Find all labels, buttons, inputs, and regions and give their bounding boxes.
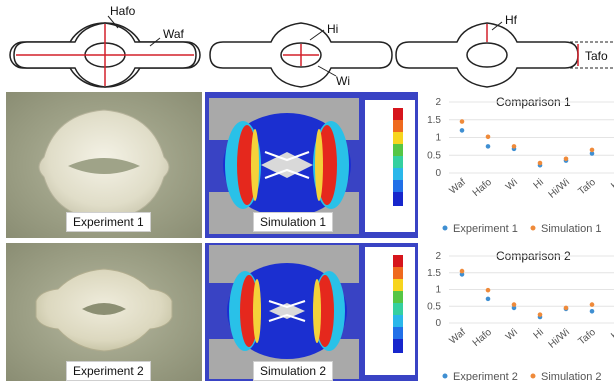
x-tick-label: Hi — [532, 177, 546, 192]
chart-1-points — [459, 119, 595, 168]
y-tick-label: 0.5 — [427, 150, 441, 161]
experiment-point — [485, 144, 491, 149]
label-hi: Hi — [327, 22, 338, 36]
experiment-point — [589, 151, 595, 156]
simulation-point — [485, 134, 491, 140]
x-tick-label: Hi/Wi — [547, 177, 572, 201]
schematic-3: Hf Tafo — [395, 13, 614, 88]
x-tick-label: Wi — [504, 327, 520, 343]
comparison-2-chart: Comparison 2 00.511.52 Waf Hafo Wi Hi Hi/Wi T… — [427, 249, 614, 381]
label-tafo: Tafo — [585, 49, 608, 63]
experiment-point — [589, 308, 595, 314]
chart-2-x-ticks: Waf Hafo Wi Hi Hi/Wi Tafo Hf — [448, 327, 614, 351]
experiment-point — [459, 272, 465, 277]
label-wi: Wi — [336, 74, 350, 88]
legend-experiment-2: Experiment 2 — [453, 371, 518, 381]
chart-2-gridlines — [449, 255, 614, 324]
simulation-point — [589, 147, 595, 153]
simulation-2-caption: Simulation 2 — [253, 361, 334, 381]
y-tick-label: 0 — [435, 318, 441, 329]
x-tick-label: Hi — [532, 327, 546, 342]
x-tick-label: Wi — [504, 177, 520, 193]
simulation-point — [511, 302, 517, 307]
legend-simulation-2: Simulation 2 — [541, 371, 602, 381]
x-tick-label: Hafo — [471, 177, 495, 199]
chart-1-y-ticks: 0 0.5 1 1.5 2 — [427, 97, 441, 179]
x-tick-label: Tafo — [576, 177, 598, 198]
simulation-point — [537, 312, 543, 317]
y-tick-label: 1.5 — [427, 115, 441, 126]
chart-1-x-ticks: Waf Hafo Wi Hi Hi/Wi Tafo Hf — [448, 177, 614, 201]
y-tick-label: 1 — [435, 133, 441, 144]
label-hafo: Hafo — [110, 4, 136, 18]
simulation-point — [563, 305, 569, 311]
schematic-diagrams: Hafo Waf Hi Wi Hf Tafo — [9, 4, 614, 88]
experiment-1-caption: Experiment 1 — [66, 212, 151, 232]
simulation-point — [563, 156, 569, 162]
schematic-2: Hi Wi — [209, 22, 393, 88]
experiment-point — [511, 305, 517, 311]
legend-simulation-1: Simulation 1 — [541, 223, 602, 235]
experiment-point — [459, 128, 465, 133]
experiment-2-caption: Experiment 2 — [66, 361, 151, 381]
y-tick-label: 2 — [435, 251, 441, 262]
comparison-1-chart: Comparison 1 00.511.52 Waf Hafo Wi Hi Hi/Wi T… — [427, 95, 614, 235]
legend-experiment-1: Experiment 1 — [453, 223, 518, 235]
experiment-2-photo: Experiment 2 — [6, 243, 202, 381]
x-tick-label: Hi/Wi — [547, 327, 572, 351]
schematic-1: Hafo Waf — [9, 4, 201, 88]
simulation-point — [459, 119, 465, 124]
simulation-1-image: Simulation 1 — [205, 92, 418, 238]
simulation-point — [485, 287, 491, 293]
specimen-1 — [38, 109, 170, 221]
experiment-1-photo: Experiment 1 — [6, 92, 202, 238]
chart-1-gridlines — [449, 101, 614, 174]
simulation-point — [459, 268, 465, 274]
simulation-2-image: Simulation 2 — [205, 243, 418, 381]
y-tick-label: 0 — [435, 168, 441, 179]
simulation-1-caption: Simulation 1 — [253, 212, 334, 232]
simulation-point — [511, 144, 517, 149]
y-tick-label: 2 — [435, 97, 441, 108]
x-tick-label: Hafo — [471, 327, 495, 349]
y-tick-label: 0.5 — [427, 301, 441, 312]
chart-2-y-ticks: 0 0.5 1 1.5 2 — [427, 251, 441, 329]
label-waf: Waf — [163, 27, 185, 41]
label-hf: Hf — [505, 13, 518, 27]
x-tick-label: Waf — [448, 327, 469, 347]
chart-1-legend: Experiment 1 Simulation 1 — [442, 223, 602, 235]
simulation-2-contour — [205, 243, 418, 381]
specimen-2 — [35, 268, 173, 352]
x-tick-label: Waf — [448, 177, 469, 197]
x-tick-label: Tafo — [576, 327, 598, 348]
y-tick-label: 1 — [435, 285, 441, 296]
chart-2-points — [459, 268, 595, 320]
experiment-point — [485, 296, 491, 302]
simulation-point — [589, 302, 595, 307]
simulation-point — [537, 160, 543, 166]
y-tick-label: 1.5 — [427, 268, 441, 279]
chart-2-legend: Experiment 2 Simulation 2 — [442, 371, 602, 381]
x-tick-label: Hf — [609, 177, 614, 192]
x-tick-label: Hf — [609, 327, 614, 342]
